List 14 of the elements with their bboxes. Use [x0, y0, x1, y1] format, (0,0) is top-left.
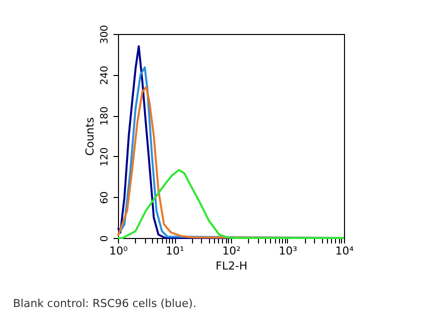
x-axis-title: FL2-H [216, 260, 248, 272]
y-tick-label: 120 [100, 147, 110, 166]
x-tick-label: 10⁰ [109, 244, 128, 258]
y-axis-title: Counts [84, 117, 96, 156]
x-tick-label: 10⁴ [335, 244, 354, 258]
x-tick-label: 10¹ [166, 244, 184, 258]
y-tick-label: 180 [100, 106, 110, 126]
x-tick-label: 10² [222, 244, 241, 258]
y-tick-label: 300 [100, 24, 110, 44]
y-tick-label: 60 [100, 191, 110, 204]
text: Blank control: RSC96 cells (blue). [13, 297, 196, 310]
y-tick-label: 0 [100, 235, 110, 242]
y-tick-label: 240 [100, 66, 110, 85]
x-tick-label: 10³ [278, 244, 298, 258]
